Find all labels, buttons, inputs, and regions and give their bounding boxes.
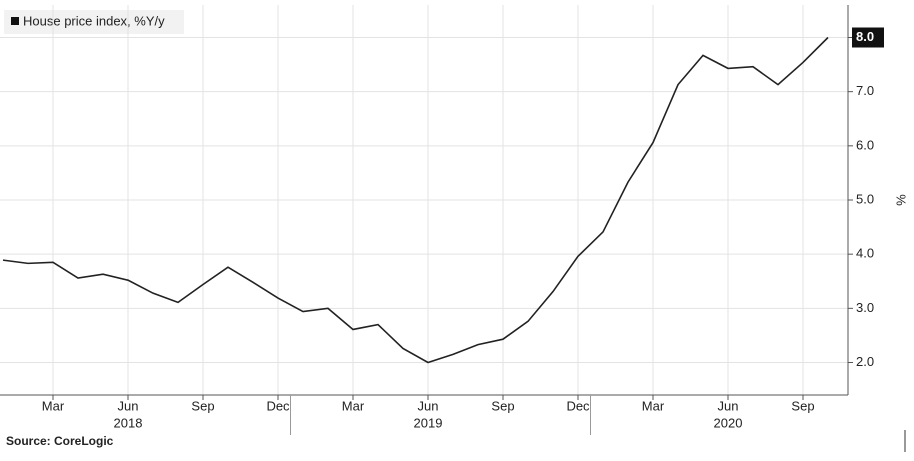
y-tick-label: 5.0 [856, 191, 874, 206]
y-tick-label: 4.0 [856, 246, 874, 261]
last-value-box [852, 27, 884, 48]
year-label: 2018 [114, 415, 143, 430]
x-tick-label: Jun [718, 398, 739, 413]
x-tick-label: Dec [566, 398, 590, 413]
y-tick-label: 8.0 [856, 29, 874, 44]
y-tick-label: 7.0 [856, 83, 874, 98]
x-tick-label: Mar [642, 398, 665, 413]
year-label: 2020 [714, 415, 743, 430]
x-tick-label: Mar [342, 398, 365, 413]
y-axis-label: % [894, 194, 909, 206]
legend-label: House price index, %Y/y [23, 13, 165, 28]
y-tick-label: 2.0 [856, 354, 874, 369]
x-tick-label: Sep [191, 398, 214, 413]
year-label: 2019 [414, 415, 443, 430]
source: Source: CoreLogic [6, 434, 114, 448]
legend-swatch [11, 17, 19, 25]
legend-box [4, 10, 184, 34]
x-tick-label: Jun [118, 398, 139, 413]
y-tick-label: 3.0 [856, 300, 874, 315]
y-tick-label: 6.0 [856, 137, 874, 152]
x-tick-label: Jun [418, 398, 439, 413]
x-tick-label: Sep [491, 398, 514, 413]
x-tick-label: Sep [791, 398, 814, 413]
line-series [2, 36, 829, 364]
x-tick-label: Mar [42, 398, 65, 413]
x-tick-label: Dec [266, 398, 290, 413]
